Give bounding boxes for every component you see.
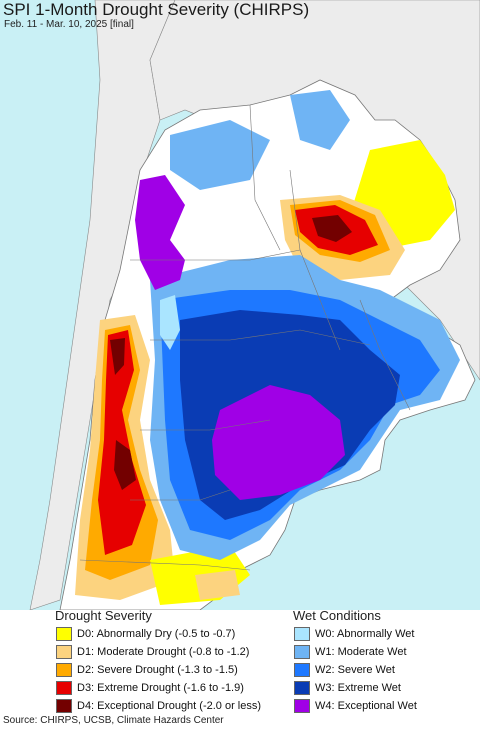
legend-item-d1: D1: Moderate Drought (-0.8 to -1.2) bbox=[56, 643, 261, 661]
swatch-d0 bbox=[56, 627, 72, 641]
swatch-w0 bbox=[294, 627, 310, 641]
legend-label-d0: D0: Abnormally Dry (-0.5 to -0.7) bbox=[77, 628, 236, 640]
swatch-w1 bbox=[294, 645, 310, 659]
drought-legend-title: Drought Severity bbox=[55, 608, 152, 623]
wet-legend-title: Wet Conditions bbox=[293, 608, 381, 623]
legend-label-d1: D1: Moderate Drought (-0.8 to -1.2) bbox=[77, 646, 250, 658]
swatch-w3 bbox=[294, 681, 310, 695]
legend-item-w0: W0: Abnormally Wet bbox=[294, 625, 417, 643]
outside-land-west bbox=[29, 0, 176, 611]
legend-label-w2: W2: Severe Wet bbox=[315, 664, 395, 676]
legend-label-w3: W3: Extreme Wet bbox=[315, 682, 401, 694]
legend-label-w0: W0: Abnormally Wet bbox=[315, 628, 415, 640]
legend-item-d0: D0: Abnormally Dry (-0.5 to -0.7) bbox=[56, 625, 261, 643]
legend-item-d3: D3: Extreme Drought (-1.6 to -1.9) bbox=[56, 679, 261, 697]
legend-item-w1: W1: Moderate Wet bbox=[294, 643, 417, 661]
legend-label-d2: D2: Severe Drought (-1.3 to -1.5) bbox=[77, 664, 238, 676]
zone-w4-north bbox=[135, 175, 185, 290]
zone-w0-west bbox=[160, 295, 180, 350]
zone-w1-north bbox=[170, 90, 350, 190]
zone-w4-pampas bbox=[212, 385, 345, 500]
swatch-d2 bbox=[56, 663, 72, 677]
zone-d4-west bbox=[110, 338, 136, 490]
drought-map bbox=[0, 0, 480, 611]
swatch-w4 bbox=[294, 699, 310, 713]
swatch-d4 bbox=[56, 699, 72, 713]
map-subtitle: Feb. 11 - Mar. 10, 2025 [final] bbox=[4, 19, 134, 30]
swatch-d3 bbox=[56, 681, 72, 695]
legend-item-w2: W2: Severe Wet bbox=[294, 661, 417, 679]
zone-d4-ne bbox=[312, 215, 352, 242]
drought-legend: D0: Abnormally Dry (-0.5 to -0.7) D1: Mo… bbox=[56, 625, 261, 715]
swatch-w2 bbox=[294, 663, 310, 677]
legend-label-w1: W1: Moderate Wet bbox=[315, 646, 407, 658]
legend-item-d2: D2: Severe Drought (-1.3 to -1.5) bbox=[56, 661, 261, 679]
zone-d3-west bbox=[98, 330, 146, 555]
legend-item-w4: W4: Exceptional Wet bbox=[294, 697, 417, 715]
zone-d1-south bbox=[195, 570, 240, 600]
swatch-d1 bbox=[56, 645, 72, 659]
legend-label-w4: W4: Exceptional Wet bbox=[315, 700, 417, 712]
admin-borders bbox=[79, 104, 411, 571]
wet-legend: W0: Abnormally Wet W1: Moderate Wet W2: … bbox=[294, 625, 417, 715]
source-credit: Source: CHIRPS, UCSB, Climate Hazards Ce… bbox=[3, 715, 224, 726]
map-svg bbox=[0, 0, 480, 611]
legend-label-d3: D3: Extreme Drought (-1.6 to -1.9) bbox=[77, 682, 244, 694]
legend-label-d4: D4: Exceptional Drought (-2.0 or less) bbox=[77, 700, 262, 712]
legend-item-w3: W3: Extreme Wet bbox=[294, 679, 417, 697]
map-title: SPI 1-Month Drought Severity (CHIRPS) bbox=[3, 0, 310, 19]
legend-item-d4: D4: Exceptional Drought (-2.0 or less) bbox=[56, 697, 261, 715]
